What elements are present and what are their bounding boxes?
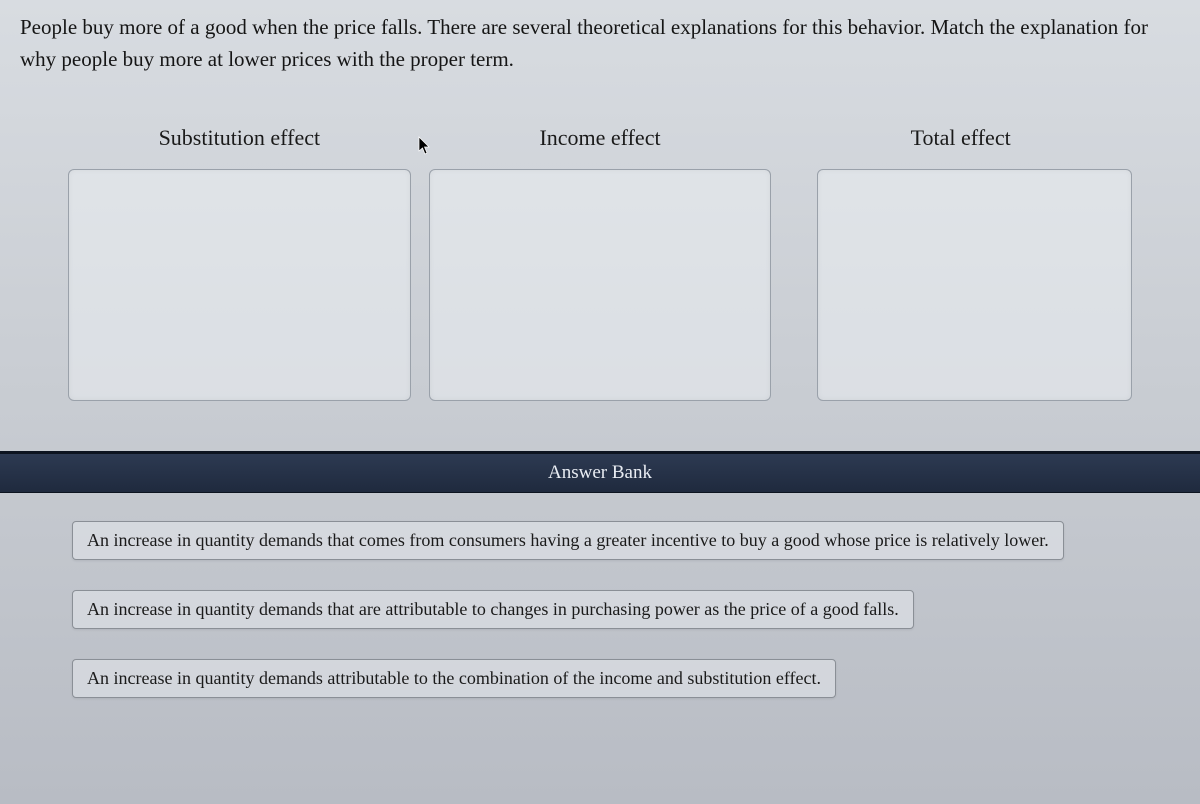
drop-label-income: Income effect xyxy=(539,125,660,151)
question-prompt: People buy more of a good when the price… xyxy=(20,12,1180,75)
drop-label-total: Total effect xyxy=(911,125,1011,151)
drop-column-substitution: Substitution effect xyxy=(68,125,411,401)
answer-bank-header: Answer Bank xyxy=(0,451,1200,493)
drop-column-income: Income effect xyxy=(429,125,772,401)
drop-zone-total[interactable] xyxy=(817,169,1132,401)
drop-column-total: Total effect xyxy=(789,125,1132,401)
answer-bank: Answer Bank An increase in quantity dema… xyxy=(0,451,1200,738)
answer-item[interactable]: An increase in quantity demands that are… xyxy=(72,590,914,629)
drop-label-substitution: Substitution effect xyxy=(159,125,321,151)
drop-zone-income[interactable] xyxy=(429,169,772,401)
drop-zone-row: Substitution effect Income effect Total … xyxy=(20,125,1180,401)
answer-item[interactable]: An increase in quantity demands attribut… xyxy=(72,659,836,698)
answer-bank-body: An increase in quantity demands that com… xyxy=(0,493,1200,738)
drop-zone-substitution[interactable] xyxy=(68,169,411,401)
answer-item[interactable]: An increase in quantity demands that com… xyxy=(72,521,1064,560)
